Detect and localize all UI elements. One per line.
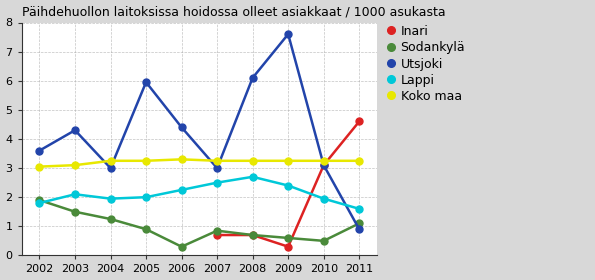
Utsjoki [178,126,185,129]
Utsjoki [214,166,221,170]
Sodankylä [320,239,327,242]
Koko maa [178,158,185,161]
Inari [214,233,221,237]
Inari [284,245,292,248]
Koko maa [142,159,149,162]
Line: Inari: Inari [214,118,363,250]
Lappi [214,181,221,184]
Lappi [71,193,79,196]
Inari [356,120,363,123]
Line: Sodankylä: Sodankylä [36,197,363,250]
Sodankylä [249,233,256,237]
Utsjoki [320,164,327,167]
Koko maa [284,159,292,162]
Utsjoki [249,76,256,80]
Utsjoki [284,32,292,36]
Lappi [356,207,363,211]
Koko maa [214,159,221,162]
Sodankylä [36,199,43,202]
Koko maa [36,165,43,168]
Utsjoki [71,129,79,132]
Utsjoki [142,81,149,84]
Sodankylä [356,222,363,225]
Koko maa [71,164,79,167]
Koko maa [107,159,114,162]
Lappi [36,201,43,205]
Koko maa [249,159,256,162]
Koko maa [356,159,363,162]
Sodankylä [142,228,149,231]
Utsjoki [107,166,114,170]
Inari [249,233,256,237]
Sodankylä [284,236,292,240]
Lappi [249,175,256,178]
Sodankylä [214,229,221,232]
Utsjoki [36,149,43,152]
Utsjoki [356,228,363,231]
Lappi [284,184,292,187]
Sodankylä [71,210,79,213]
Text: Päihdehuollon laitoksissa hoidossa olleet asiakkaat / 1000 asukasta: Päihdehuollon laitoksissa hoidossa ollee… [21,6,445,18]
Inari [320,164,327,167]
Sodankylä [178,245,185,248]
Sodankylä [107,217,114,221]
Line: Lappi: Lappi [36,173,363,212]
Lappi [142,195,149,199]
Legend: Inari, Sodankylä, Utsjoki, Lappi, Koko maa: Inari, Sodankylä, Utsjoki, Lappi, Koko m… [387,24,466,104]
Lappi [107,197,114,200]
Line: Koko maa: Koko maa [36,156,363,170]
Line: Utsjoki: Utsjoki [36,31,363,233]
Lappi [320,197,327,200]
Lappi [178,188,185,192]
Koko maa [320,159,327,162]
